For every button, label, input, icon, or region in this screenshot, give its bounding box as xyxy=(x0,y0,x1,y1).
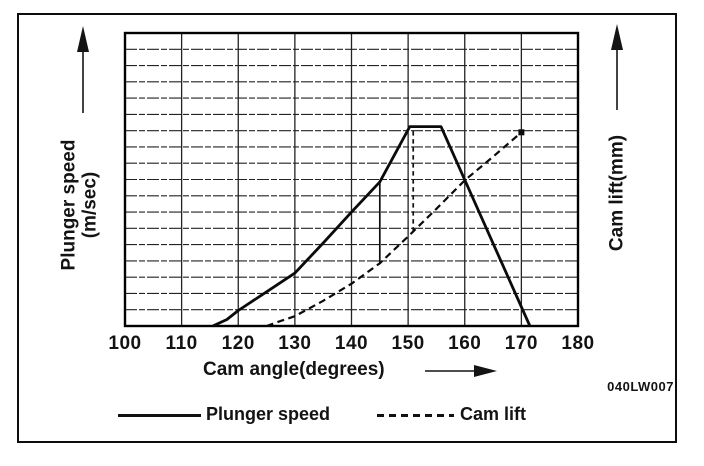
plunger-speed-curve xyxy=(212,125,532,328)
x-tick-label: 130 xyxy=(278,333,312,354)
y-left-axis-title-line1: Plunger speed xyxy=(58,139,80,271)
y-left-axis-title-line2: (m/sec) xyxy=(80,171,101,239)
legend-dashed-line-sample xyxy=(377,414,454,417)
cam-lift-curve xyxy=(266,131,523,328)
x-tick-label: 110 xyxy=(165,333,198,354)
cam-lift-axis-up-arrow-icon xyxy=(611,24,623,110)
x-tick-label: 170 xyxy=(504,333,538,354)
plot-area-border xyxy=(123,31,580,328)
x-tick-label: 140 xyxy=(334,333,369,354)
legend-solid-line-sample xyxy=(118,414,201,417)
plunger-speed-axis-up-arrow-icon xyxy=(77,26,89,113)
x-axis-title: Cam angle(degrees) xyxy=(203,359,385,380)
y-left-axis-title: Plunger speed (m/sec) xyxy=(59,140,102,271)
x-tick-label: 100 xyxy=(108,333,142,354)
cam-lift-end-marker xyxy=(518,129,525,136)
x-tick-label: 120 xyxy=(221,333,255,354)
y-right-axis-title: Cam lift(mm) xyxy=(606,134,628,252)
legend-label-plunger-speed: Plunger speed xyxy=(206,404,331,424)
cam-angle-axis-right-arrow-icon xyxy=(425,365,497,377)
x-tick-label: 150 xyxy=(391,333,425,354)
legend-label-cam-lift: Cam lift xyxy=(460,404,527,424)
x-tick-label: 160 xyxy=(448,333,482,354)
x-tick-label: 180 xyxy=(561,333,595,354)
figure-reference-code: 040LW007 xyxy=(607,379,674,394)
